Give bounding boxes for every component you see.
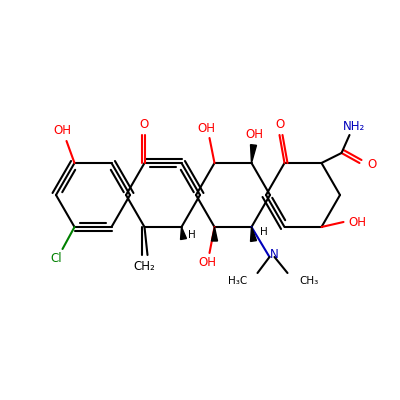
Polygon shape bbox=[250, 227, 256, 242]
Text: O: O bbox=[276, 118, 285, 132]
Text: OH: OH bbox=[246, 128, 264, 142]
Text: N: N bbox=[270, 248, 279, 262]
Text: CH₂: CH₂ bbox=[134, 260, 155, 272]
Polygon shape bbox=[180, 227, 186, 240]
Text: O: O bbox=[367, 158, 376, 172]
Polygon shape bbox=[212, 227, 218, 241]
Text: OH: OH bbox=[198, 256, 216, 270]
Text: H₃C: H₃C bbox=[228, 276, 248, 286]
Text: H: H bbox=[260, 227, 267, 237]
Text: Cl: Cl bbox=[51, 252, 62, 266]
Text: NH₂: NH₂ bbox=[342, 120, 365, 132]
Polygon shape bbox=[250, 145, 256, 163]
Text: O: O bbox=[140, 118, 149, 132]
Text: OH: OH bbox=[54, 124, 72, 138]
Text: OH: OH bbox=[198, 122, 216, 134]
Text: H: H bbox=[188, 230, 195, 240]
Text: CH₃: CH₃ bbox=[300, 276, 319, 286]
Text: OH: OH bbox=[348, 216, 366, 228]
